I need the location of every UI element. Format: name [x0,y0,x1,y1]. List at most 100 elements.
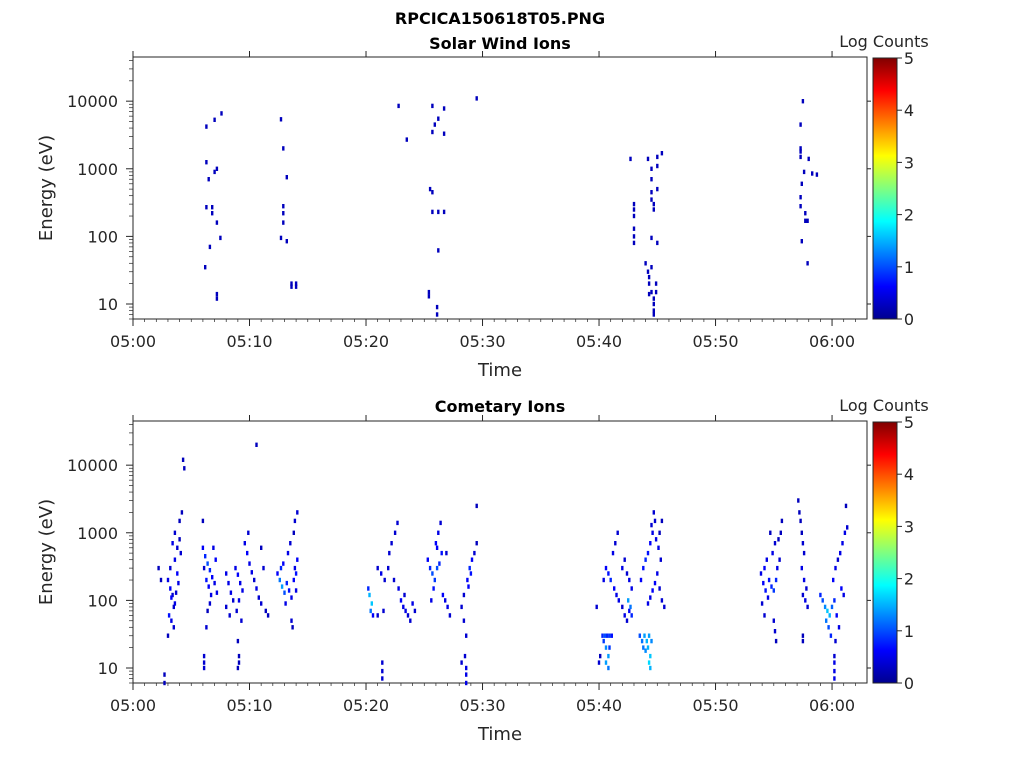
heatmap-cell [439,520,442,526]
heatmap-cell [799,204,802,209]
heatmap-cell [171,541,174,546]
heatmap-cell [656,186,659,192]
heatmap-cell [250,570,253,575]
heatmap-cell [205,205,208,210]
heatmap-cell [172,604,175,610]
heatmap-cell [807,156,810,162]
heatmap-cell [291,625,294,630]
heatmap-cell [778,557,781,562]
heatmap-cell [643,633,646,638]
heatmap-cell [800,239,803,244]
heatmap-cell [220,111,223,116]
colorbar-tick-label: 2 [904,570,914,589]
plot-area [132,56,868,320]
heatmap-cell [623,613,626,618]
heatmap-cell [475,503,478,509]
heatmap-cell [207,584,210,589]
heatmap-cell [607,665,610,671]
heatmap-cell [393,530,397,535]
heatmap-cell [462,618,466,623]
heatmap-cell [799,195,802,200]
heatmap-cell [280,584,284,589]
heatmap-cell [293,565,297,571]
heatmap-cell [629,156,632,162]
colorbar-tick-label: 3 [904,153,914,172]
y-tick-label: 100 [87,591,118,610]
y-tick-label: 1000 [77,160,118,179]
heatmap-cell [442,209,446,215]
heatmap-cell [806,261,809,266]
heatmap-cell [296,557,299,562]
colorbar-tick-label: 5 [904,49,914,68]
heatmap-cell [279,235,283,241]
heatmap-cell [613,586,616,591]
heatmap-cell [406,613,410,618]
heatmap-cell [376,565,379,571]
heatmap-cell [806,604,809,610]
heatmap-cell [779,530,782,535]
heatmap-cell [243,541,246,546]
x-tick-label: 05:40 [576,332,622,351]
heatmap-cell [475,96,478,101]
heatmap-cell [650,522,653,528]
y-tick-label: 10 [98,295,118,314]
heatmap-cell [835,613,838,618]
heatmap-cell [602,638,605,644]
heatmap-cell [654,537,658,542]
heatmap-cell [802,550,806,556]
heatmap-cell [397,586,400,591]
heatmap-cell [801,633,805,638]
heatmap-cell [602,577,605,583]
heatmap-cell [800,565,803,571]
heatmap-cell [801,592,805,598]
x-tick-label: 05:10 [226,696,272,715]
y-axis-label: Energy (eV) [36,135,57,241]
heatmap-cell [257,595,260,600]
heatmap-cell [284,601,287,606]
heatmap-cell [285,580,288,586]
x-tick-label: 05:40 [576,696,622,715]
heatmap-cell [171,592,174,598]
heatmap-cell [653,518,657,524]
heatmap-cell [821,598,824,603]
heatmap-cell [610,633,613,638]
heatmap-cell [205,625,208,630]
heatmap-cell [178,537,181,542]
colorbar-tick-label: 1 [904,258,914,277]
heatmap-cell [294,284,298,289]
heatmap-cell [839,550,842,556]
heatmap-cell [646,601,650,606]
heatmap-cell [801,99,805,104]
heatmap-cell [773,541,777,546]
heatmap-cell [777,537,780,542]
y-tick-label: 100 [87,227,118,246]
heatmap-cell [628,577,631,583]
heatmap-cell [844,503,848,509]
heatmap-cell [628,608,631,614]
heatmap-cell [178,518,181,524]
heatmap-cell [767,577,771,583]
heatmap-cell [802,577,806,583]
heatmap-cell [642,565,645,571]
heatmap-cell [437,209,440,215]
heatmap-cell [176,571,179,576]
colorbar-tick-label: 0 [904,310,914,329]
x-tick-label: 05:00 [110,696,156,715]
heatmap-cell [172,625,175,630]
heatmap-cell [647,291,651,297]
heatmap-cell [236,638,240,644]
heatmap-cell [647,660,651,665]
heatmap-cell [371,613,375,618]
heatmap-cell [467,584,470,589]
heatmap-cell [428,186,432,192]
heatmap-cell [833,653,836,659]
heatmap-cell [652,296,655,301]
heatmap-cell [652,308,655,313]
heatmap-cell [473,550,476,556]
x-tick-label: 06:00 [809,696,855,715]
colorbar [872,57,898,320]
x-tick-label: 06:00 [809,332,855,351]
heatmap-cell [632,234,636,239]
x-axis: 05:00 05:10 05:20 05:30 05:40 05:50 06:00 [110,51,856,351]
panel-title: Cometary Ions [435,397,565,416]
